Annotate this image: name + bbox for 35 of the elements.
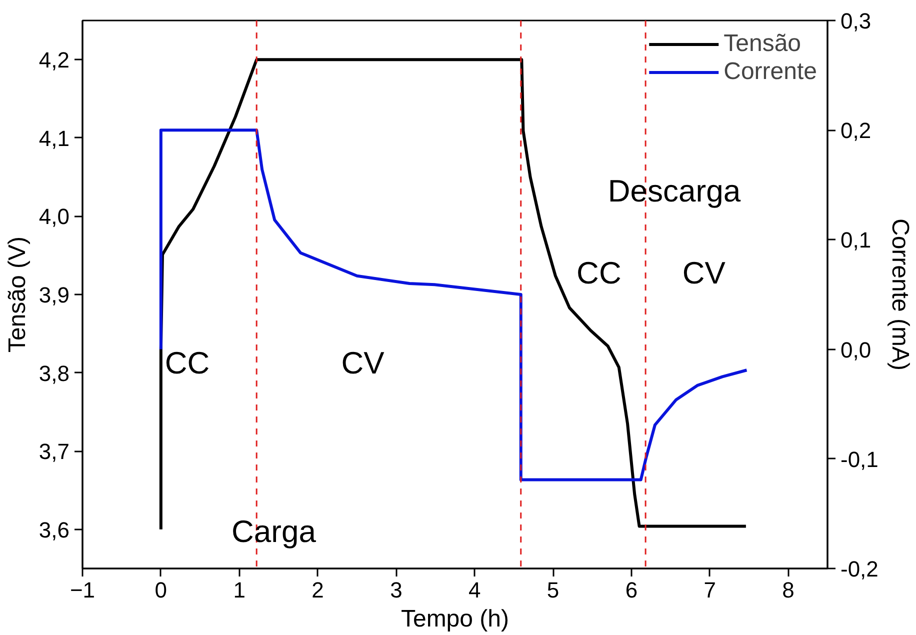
y2-tick-label: 0,1 <box>840 228 872 253</box>
y2-tick-label: 0,0 <box>840 337 872 362</box>
y2-tick-label: -0,2 <box>840 556 878 582</box>
x-tick-label: 0 <box>154 578 168 602</box>
annotation: CV <box>682 256 726 291</box>
x-tick-label: −1 <box>70 578 96 602</box>
annotation: CC <box>576 256 622 291</box>
x-tick-label: 2 <box>312 578 324 602</box>
y-tick-label: 4,1 <box>38 126 70 151</box>
annotation: Carga <box>232 514 317 549</box>
y-tick-label: 3,7 <box>38 439 70 464</box>
y2-axis-title: Corrente (mA) <box>886 218 914 371</box>
y2-tick-label: 0,3 <box>840 8 872 34</box>
x-tick-label: 7 <box>704 578 716 602</box>
x-tick-label: 5 <box>546 578 560 602</box>
y-tick-label: 4,0 <box>38 204 70 230</box>
annotation: CV <box>341 346 385 381</box>
x-tick-label: 1 <box>233 578 246 602</box>
legend-label: Corrente <box>724 58 817 86</box>
x-tick-label: 4 <box>468 578 481 602</box>
y-tick-label: 3,6 <box>38 517 70 542</box>
x-tick-label: 3 <box>390 578 402 602</box>
y2-tick-label: 0,2 <box>840 118 872 144</box>
y-tick-label: 3,8 <box>38 360 70 386</box>
y-axis-title: Tensão (V) <box>4 236 31 353</box>
y2-tick-label: -0,1 <box>840 446 878 472</box>
y-tick-label: 4,2 <box>38 48 70 73</box>
y-tick-label: 3,9 <box>38 282 70 308</box>
annotation: Descarga <box>608 173 742 208</box>
legend-label: Tensão <box>724 30 802 58</box>
x-axis-title: Tempo (h) <box>400 606 510 632</box>
annotation: CC <box>164 346 210 381</box>
line-series <box>159 128 748 482</box>
x-tick-label: 6 <box>625 578 638 602</box>
x-tick-label: 8 <box>782 578 794 602</box>
